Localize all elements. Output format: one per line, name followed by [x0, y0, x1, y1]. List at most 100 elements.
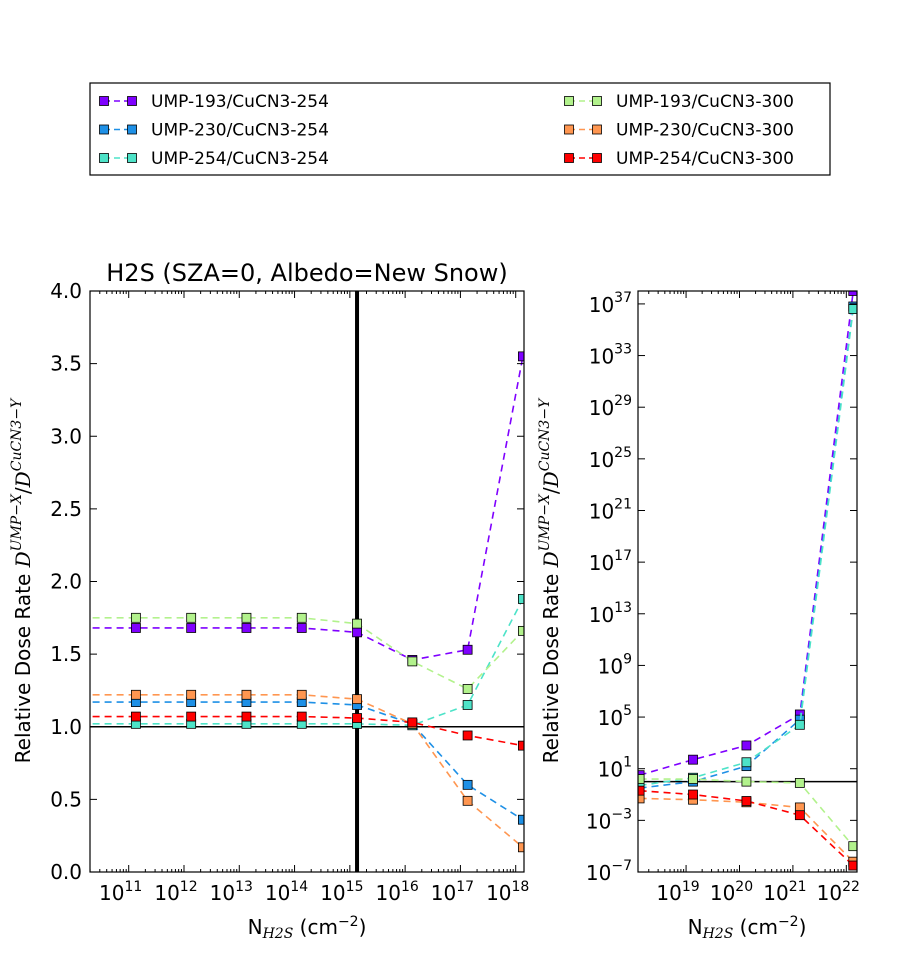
left-series-6-point-8 [462, 730, 473, 741]
right-series-4-point-1 [638, 774, 645, 784]
left-series-2-point-1 [76, 698, 85, 707]
right-ytick-label: 1025 [589, 445, 632, 472]
left-ylabel-base2: D [11, 471, 35, 488]
right-series-6-point-2 [688, 789, 698, 800]
left-series-4-point-8 [462, 684, 473, 694]
right-series-6-point-1 [638, 785, 645, 796]
left-ylabel-sup: UMP−X [9, 493, 25, 551]
left-ytick-label: 4.0 [50, 279, 82, 303]
legend-label: UMP-230/CuCN3-254 [151, 121, 329, 141]
right-series-line-1 [639, 291, 855, 776]
left-xtick-label: 1012 [154, 879, 197, 905]
right-ylabel-base: D [539, 551, 563, 568]
legend-marker-5a [564, 124, 574, 135]
legend-label: UMP-193/CuCN3-254 [151, 92, 329, 112]
left-series-4-point-6 [352, 618, 362, 629]
left-xlabel-prefix: N [248, 915, 263, 939]
legend-marker-5b [592, 124, 602, 135]
left-series-4-point-5 [296, 612, 307, 623]
right-axes-frame [637, 290, 858, 873]
legend-marker-4b [592, 96, 602, 106]
left-series-5-point-2 [130, 689, 141, 700]
right-xtick-label: 1021 [763, 879, 806, 905]
right-xlabel-close: ) [799, 915, 807, 939]
legend-marker-4a [564, 96, 574, 106]
right-x-axis-label: NH2S (cm−2) [688, 914, 807, 942]
right-xtick-label: 1022 [817, 879, 860, 905]
left-plot: H2S (SZA=0, Albedo=New Snow) 0.0 0.5 1.0 1.… [9, 259, 529, 942]
right-ylabel-prefix: Relative Dose Rate [539, 567, 563, 763]
left-series-5-point-1 [76, 690, 85, 699]
right-xlabel-prefix: N [688, 915, 703, 939]
right-ytick-label: 1013 [589, 600, 632, 627]
right-xtick-label: 1019 [656, 879, 699, 905]
right-series-4-point-3 [741, 776, 752, 787]
legend-marker-1b [127, 96, 137, 106]
left-series-4-point-3 [186, 612, 197, 623]
left-series-5-point-9 [517, 842, 524, 853]
right-ylabel-base2: D [539, 471, 563, 488]
left-series-6-point-6 [352, 713, 362, 723]
left-series-3-point-8 [462, 700, 473, 710]
left-series-2-point-8 [462, 779, 473, 790]
left-series-4-point-2 [130, 612, 141, 623]
right-ytick-label: 105 [598, 703, 632, 730]
left-xtick-label: 1013 [210, 879, 253, 905]
left-ytick-label: 3.0 [50, 424, 82, 448]
left-ylabel-mid: / [11, 487, 35, 494]
right-series-line-5 [639, 797, 854, 863]
legend-label: UMP-230/CuCN3-300 [616, 121, 794, 141]
right-ytick-label: 10−3 [586, 806, 632, 833]
right-series-1-point-2 [688, 754, 698, 765]
left-axes-frame [89, 290, 525, 873]
right-ylabel-sup2: CuCN3−Y [537, 397, 553, 471]
left-series-2-point-9 [517, 814, 524, 825]
legend-label: UMP-193/CuCN3-300 [616, 92, 794, 112]
left-series-4-point-1 [76, 613, 85, 622]
right-series-3-point-3 [741, 757, 752, 768]
left-xtick-label: 1011 [99, 879, 142, 905]
left-series-4-point-9 [517, 625, 524, 636]
right-ytick-label: 1029 [589, 393, 632, 420]
legend-marker-3a [99, 153, 109, 163]
left-xtick-label: 1015 [320, 879, 363, 905]
right-xlabel-sub: H2S [702, 926, 734, 942]
left-ytick-label: 1.5 [50, 642, 82, 666]
right-series-6-point-3 [741, 796, 752, 806]
left-series-6-point-9 [517, 740, 524, 751]
right-xtick-label: 1020 [710, 879, 753, 905]
right-series-4-point-5 [848, 841, 857, 852]
left-xlabel-suffix: (cm [293, 915, 338, 939]
legend-marker-1a [99, 96, 109, 106]
right-ytick-label: 1017 [589, 548, 632, 575]
left-series-6-point-3 [186, 711, 197, 722]
left-series-1-point-1 [76, 623, 85, 632]
chart-title: H2S (SZA=0, Albedo=New Snow) [106, 259, 507, 287]
right-ytick-label: 10−7 [586, 858, 632, 885]
left-x-axis-label: NH2S (cm−2) [248, 914, 367, 942]
left-series-6-point-4 [241, 711, 252, 722]
left-series-5-point-6 [352, 694, 362, 705]
left-ytick-label: 3.5 [50, 352, 82, 376]
left-series-6-point-7 [407, 717, 418, 728]
left-series-6-point-5 [296, 711, 307, 722]
left-ytick-label: 0.5 [50, 787, 82, 811]
left-xlabel-sub: H2S [262, 926, 294, 942]
left-series-1-point-9 [517, 351, 524, 362]
right-ytick-label: 1037 [589, 290, 632, 317]
right-plot: 10−7 10−3 101 105 109 1013 1017 1021 1025 1029 103… [537, 290, 860, 942]
left-xtick-label: 1014 [265, 879, 308, 905]
left-ylabel-base: D [11, 551, 35, 568]
right-series-1-point-5 [848, 291, 857, 296]
left-series-5-point-3 [186, 689, 197, 700]
right-ytick-label: 1033 [589, 342, 632, 369]
left-series-6-point-2 [130, 711, 141, 722]
right-series-6-point-4 [794, 810, 805, 821]
legend-marker-3b [127, 153, 137, 163]
right-xlabel-sup: −2 [778, 914, 799, 930]
legend-marker-6b [592, 153, 602, 163]
left-series-5-point-4 [241, 689, 252, 700]
left-series-5-point-5 [296, 689, 307, 700]
legend-marker-6a [564, 153, 574, 163]
